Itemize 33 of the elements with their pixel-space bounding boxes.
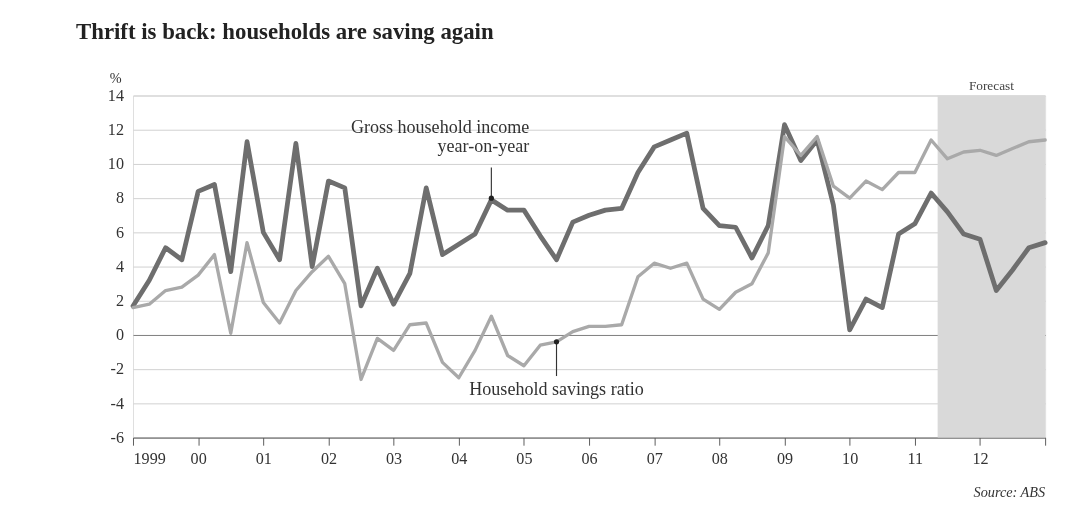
- x-tick-label: 11: [907, 449, 924, 467]
- x-tick-label: 1999: [133, 449, 166, 467]
- x-tick-label: 02: [320, 449, 338, 467]
- x-tick-label: 09: [776, 449, 794, 467]
- x-tick-label: 08: [711, 449, 728, 467]
- y-tick-label: 2: [115, 292, 124, 310]
- annotation: Household savings ratio: [469, 379, 644, 400]
- y-tick-label: 10: [107, 155, 124, 173]
- y-tick-label: -4: [110, 394, 124, 412]
- y-tick-label: -6: [110, 428, 124, 446]
- y-tick-label: 12: [107, 120, 124, 138]
- x-tick-label: 10: [842, 449, 859, 467]
- y-tick-label: 4: [115, 257, 124, 275]
- annotation: Gross household income year-on-year: [350, 116, 530, 156]
- x-tick-label: 07: [646, 449, 663, 467]
- x-tick-label: 03: [386, 449, 403, 467]
- y-axis-title: %: [109, 70, 122, 87]
- y-tick-label: 8: [115, 189, 124, 207]
- line-series: [130, 122, 1048, 333]
- y-tick-label: 6: [115, 223, 124, 241]
- x-tick-label: 12: [972, 449, 989, 467]
- x-tick-label: 01: [255, 449, 272, 467]
- x-tick-label: 00: [190, 449, 207, 467]
- band-label: Forecast: [968, 77, 1015, 93]
- line-series: [131, 134, 1047, 382]
- y-tick-label: 14: [107, 86, 124, 104]
- y-tick-label: 0: [115, 326, 124, 344]
- x-tick-label: 04: [451, 449, 468, 467]
- y-tick-label: -2: [110, 360, 124, 378]
- x-tick-label: 06: [581, 449, 598, 467]
- source-note: Source: ABS: [973, 483, 1046, 500]
- x-tick-label: 05: [516, 449, 533, 467]
- chart-title: Thrift is back: households are saving again: [76, 18, 494, 44]
